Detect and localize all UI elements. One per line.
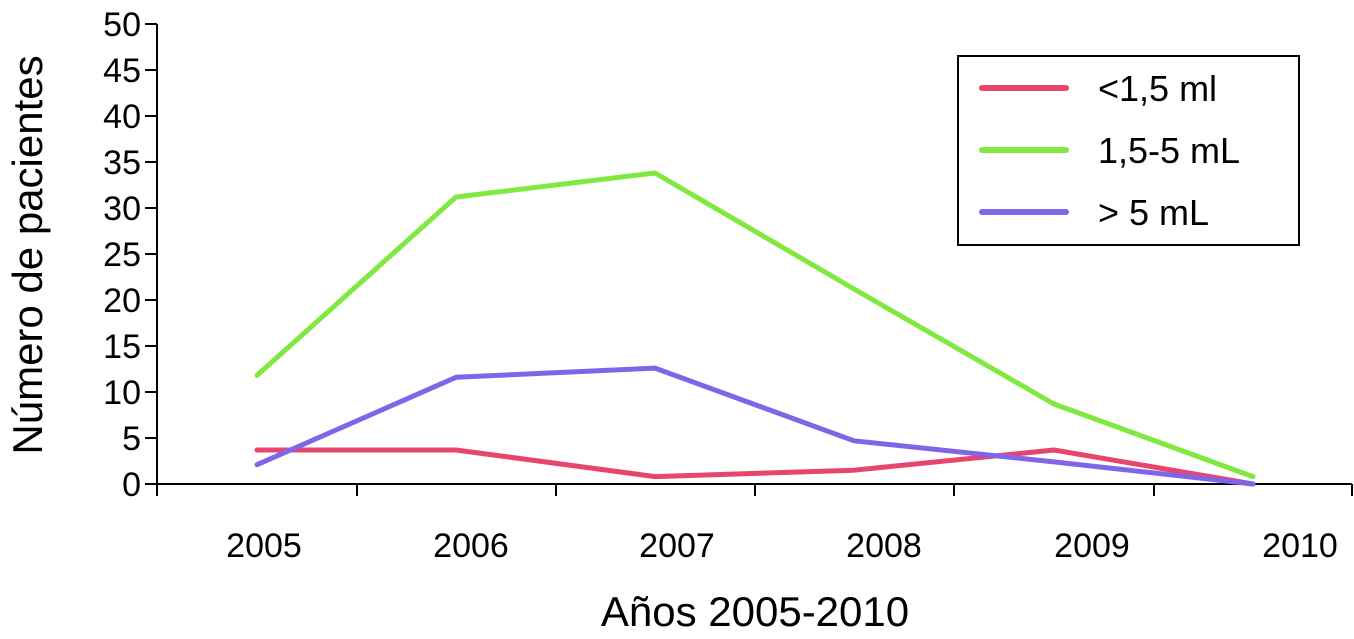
x-ticks: 2005 2006 2007 2008 2009 2010 <box>156 484 1353 565</box>
series-line-2 <box>254 170 1256 480</box>
legend-label: <1,5 ml <box>1098 68 1217 109</box>
y-tick-label: 35 <box>103 144 141 182</box>
legend: <1,5 ml 1,5-5 mL > 5 mL <box>957 55 1300 246</box>
series-line-3 <box>254 365 1256 487</box>
legend-items: <1,5 ml 1,5-5 mL > 5 mL <box>979 68 1240 233</box>
y-tick-label: 5 <box>122 420 141 458</box>
x-tick-label: 2005 <box>226 527 302 565</box>
legend-label: 1,5-5 mL <box>1098 130 1240 171</box>
y-tick-label: 15 <box>103 328 141 366</box>
y-axis-title: Número de pacientes <box>4 55 51 454</box>
y-tick-label: 40 <box>103 98 141 136</box>
x-tick-label: 2009 <box>1054 527 1130 565</box>
x-tick-label: 2008 <box>846 527 922 565</box>
legend-label: > 5 mL <box>1098 192 1209 233</box>
y-ticks: 0 5 10 15 20 25 30 35 40 45 50 <box>103 6 157 504</box>
y-tick-label: 10 <box>103 374 141 412</box>
y-tick-label: 50 <box>103 6 141 44</box>
y-tick-label: 30 <box>103 190 141 228</box>
x-axis-title: Años 2005-2010 <box>601 588 909 635</box>
y-tick-label: 25 <box>103 236 141 274</box>
series-lines <box>254 170 1256 487</box>
x-tick-label: 2010 <box>1262 527 1338 565</box>
x-tick-label: 2006 <box>433 527 509 565</box>
y-tick-label: 45 <box>103 52 141 90</box>
y-tick-label: 0 <box>122 466 141 504</box>
x-tick-label: 2007 <box>639 527 715 565</box>
series-line-1 <box>254 447 1256 487</box>
y-tick-label: 20 <box>103 282 141 320</box>
